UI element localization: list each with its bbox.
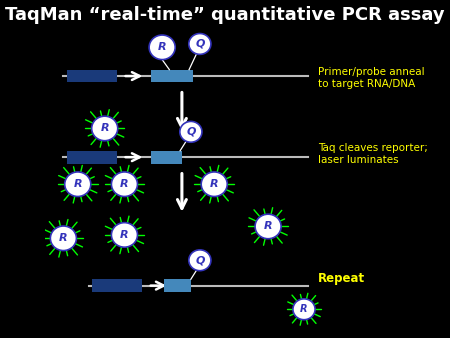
Ellipse shape (189, 33, 211, 54)
Ellipse shape (201, 172, 227, 196)
Text: Taq cleaves reporter;
laser luminates: Taq cleaves reporter; laser luminates (318, 143, 428, 165)
Bar (151, 151, 182, 164)
Text: Primer/probe anneal
to target RNA/DNA: Primer/probe anneal to target RNA/DNA (318, 67, 425, 89)
Text: Q: Q (186, 127, 196, 137)
Bar (92, 279, 142, 292)
Ellipse shape (112, 223, 138, 247)
Bar (67, 151, 117, 164)
Ellipse shape (65, 172, 91, 196)
Text: R: R (210, 179, 219, 189)
Text: R: R (59, 233, 68, 243)
Text: Q: Q (195, 39, 205, 49)
Ellipse shape (180, 121, 202, 142)
Ellipse shape (92, 116, 118, 141)
Text: TaqMan “real-time” quantitative PCR assay: TaqMan “real-time” quantitative PCR assa… (5, 6, 445, 24)
Text: Q: Q (195, 255, 205, 265)
Bar (67, 70, 117, 82)
Text: R: R (120, 230, 129, 240)
Bar (164, 279, 191, 292)
Text: R: R (264, 221, 272, 232)
Ellipse shape (50, 226, 76, 250)
Text: R: R (120, 179, 129, 189)
Text: R: R (100, 123, 109, 134)
Text: Repeat: Repeat (318, 272, 365, 285)
Bar (151, 70, 193, 82)
Ellipse shape (189, 250, 211, 271)
Text: R: R (300, 304, 308, 314)
Ellipse shape (149, 35, 175, 59)
Ellipse shape (293, 299, 315, 320)
Ellipse shape (112, 172, 138, 196)
Ellipse shape (255, 214, 281, 239)
Text: R: R (158, 42, 166, 52)
Text: R: R (73, 179, 82, 189)
